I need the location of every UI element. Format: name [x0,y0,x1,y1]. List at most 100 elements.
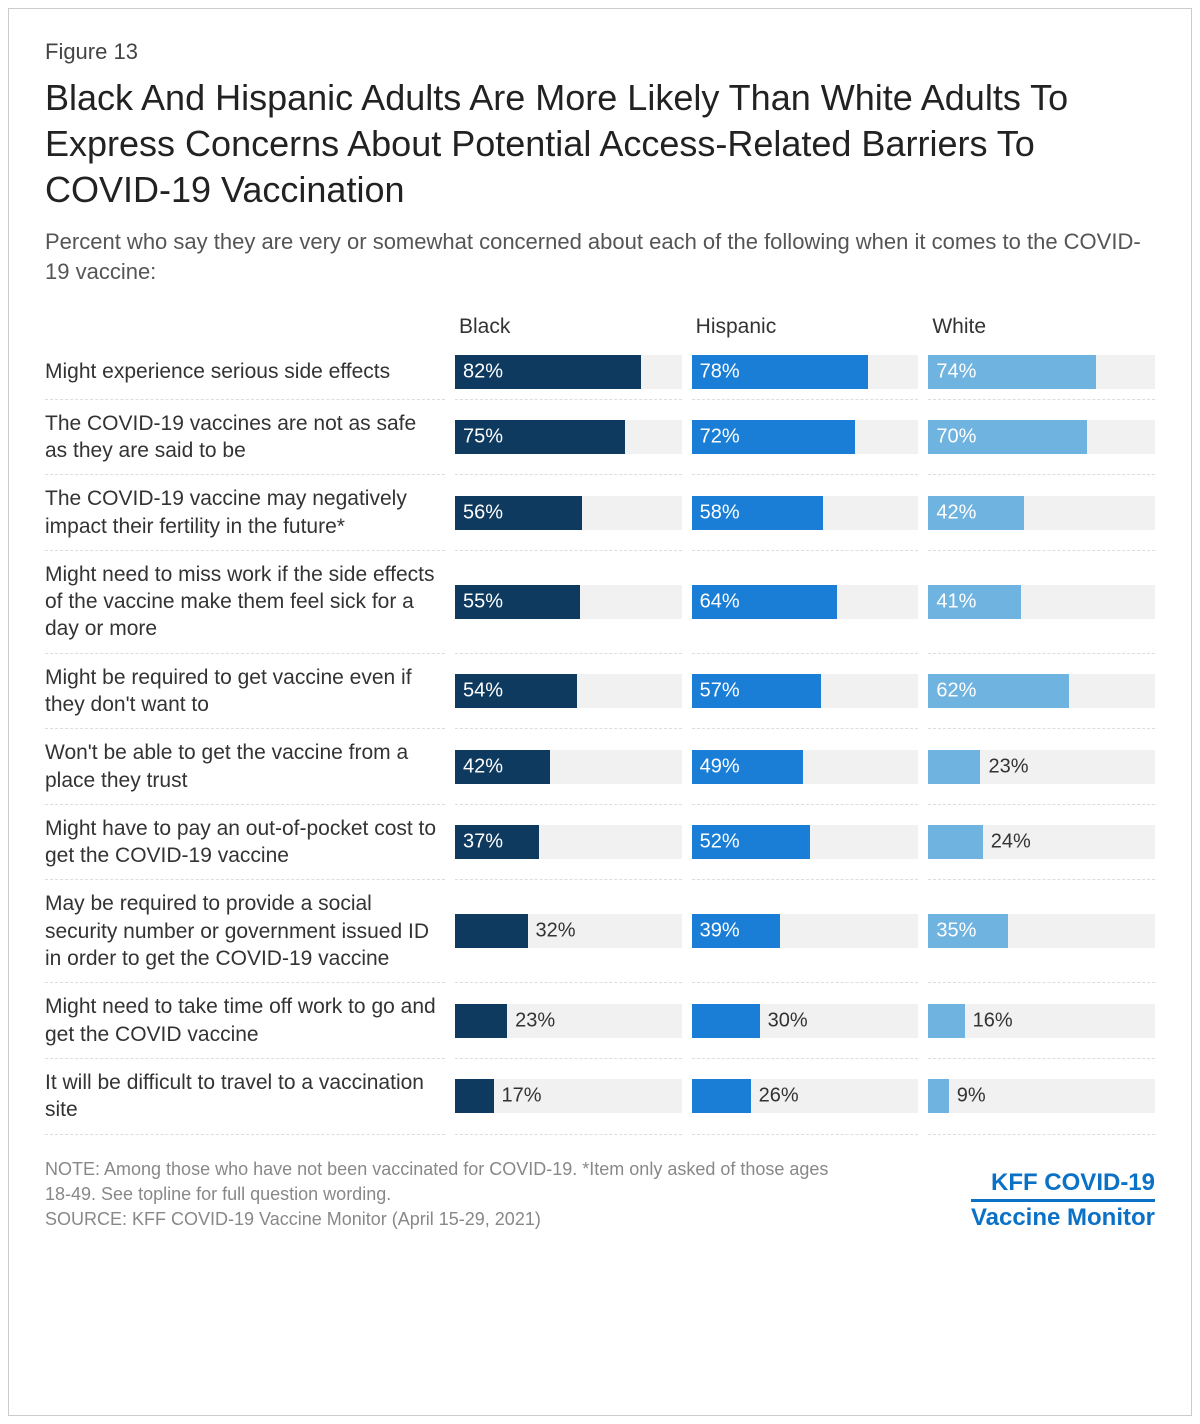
figure-container: Figure 13 Black And Hispanic Adults Are … [8,8,1192,1416]
footer-notes: NOTE: Among those who have not been vacc… [45,1157,845,1233]
bar-value-label: 62% [936,679,976,702]
bar-track: 32% [455,914,682,948]
source-text: SOURCE: KFF COVID-19 Vaccine Monitor (Ap… [45,1207,845,1232]
chart-title: Black And Hispanic Adults Are More Likel… [45,75,1155,213]
bar-cell: 82% [455,345,682,400]
column-header: Hispanic [692,315,919,345]
bar-value-label: 54% [463,679,503,702]
bar-fill [455,1079,494,1113]
bar-track: 17% [455,1079,682,1113]
figure-number: Figure 13 [45,39,1155,65]
bar-value-label: 72% [700,425,740,448]
bar-value-label: 41% [936,590,976,613]
bar-track: 16% [928,1004,1155,1038]
bar-value-label: 52% [700,831,740,854]
bar-cell: 74% [928,345,1155,400]
column-header: Black [455,315,682,345]
logo-line-2: Vaccine Monitor [971,1199,1155,1232]
bar-track: 75% [455,420,682,454]
bar-track: 78% [692,355,919,389]
column-header: White [928,315,1155,345]
bar-track: 37% [455,825,682,859]
bar-track: 24% [928,825,1155,859]
bar-value-label: 78% [700,360,740,383]
kff-logo: KFF COVID-19 Vaccine Monitor [945,1169,1155,1232]
bar-cell: 78% [692,345,919,400]
bar-fill [692,1079,751,1113]
bar-value-label: 56% [463,501,503,524]
chart-footer: NOTE: Among those who have not been vacc… [45,1157,1155,1233]
bar-value-label: 74% [936,360,976,383]
row-label: Might need to take time off work to go a… [45,983,445,1059]
bar-cell: 16% [928,983,1155,1059]
bar-value-label: 23% [515,1009,555,1032]
bar-track: 23% [928,750,1155,784]
row-label: Might experience serious side effects [45,345,445,400]
bar-track: 42% [928,496,1155,530]
bar-track: 26% [692,1079,919,1113]
bar-cell: 49% [692,729,919,805]
bar-track: 49% [692,750,919,784]
bar-cell: 70% [928,400,1155,476]
bar-fill [928,1004,964,1038]
bar-cell: 58% [692,475,919,551]
bar-cell: 55% [455,551,682,654]
bar-cell: 64% [692,551,919,654]
bar-track: 57% [692,674,919,708]
bar-value-label: 17% [502,1085,542,1108]
bar-cell: 23% [455,983,682,1059]
bar-fill [455,1004,507,1038]
logo-line-1: KFF COVID-19 [945,1169,1155,1197]
bar-track: 62% [928,674,1155,708]
bar-value-label: 57% [700,679,740,702]
bar-track: 74% [928,355,1155,389]
bar-value-label: 26% [759,1085,799,1108]
bar-value-label: 16% [973,1009,1013,1032]
bar-track: 9% [928,1079,1155,1113]
bar-track: 70% [928,420,1155,454]
bar-cell: 32% [455,880,682,983]
bar-track: 72% [692,420,919,454]
bar-track: 64% [692,585,919,619]
bar-value-label: 30% [768,1009,808,1032]
bar-value-label: 32% [536,920,576,943]
bar-track: 35% [928,914,1155,948]
bar-cell: 72% [692,400,919,476]
bar-cell: 42% [928,475,1155,551]
bar-value-label: 82% [463,360,503,383]
row-label: May be required to provide a social secu… [45,880,445,983]
bar-value-label: 23% [988,755,1028,778]
bar-value-label: 24% [991,831,1031,854]
row-label: Might have to pay an out-of-pocket cost … [45,805,445,881]
bar-value-label: 9% [957,1085,986,1108]
bar-cell: 24% [928,805,1155,881]
row-label: The COVID-19 vaccines are not as safe as… [45,400,445,476]
bar-cell: 75% [455,400,682,476]
row-label: It will be difficult to travel to a vacc… [45,1059,445,1135]
bar-track: 82% [455,355,682,389]
row-label: Might need to miss work if the side effe… [45,551,445,654]
bar-fill [455,914,528,948]
bar-value-label: 64% [700,590,740,613]
bar-value-label: 70% [936,425,976,448]
bar-track: 41% [928,585,1155,619]
bar-fill [928,750,980,784]
chart-subtitle: Percent who say they are very or somewha… [45,227,1155,286]
bar-value-label: 75% [463,425,503,448]
note-text: NOTE: Among those who have not been vacc… [45,1157,845,1207]
bar-value-label: 42% [936,501,976,524]
bar-value-label: 35% [936,920,976,943]
bar-cell: 41% [928,551,1155,654]
bar-cell: 23% [928,729,1155,805]
bar-cell: 26% [692,1059,919,1135]
bar-cell: 9% [928,1059,1155,1135]
bar-track: 42% [455,750,682,784]
bar-value-label: 37% [463,831,503,854]
bar-fill [692,1004,760,1038]
bar-cell: 57% [692,654,919,730]
bar-value-label: 55% [463,590,503,613]
bar-cell: 35% [928,880,1155,983]
bar-fill [928,1079,948,1113]
bar-value-label: 42% [463,755,503,778]
bar-cell: 37% [455,805,682,881]
